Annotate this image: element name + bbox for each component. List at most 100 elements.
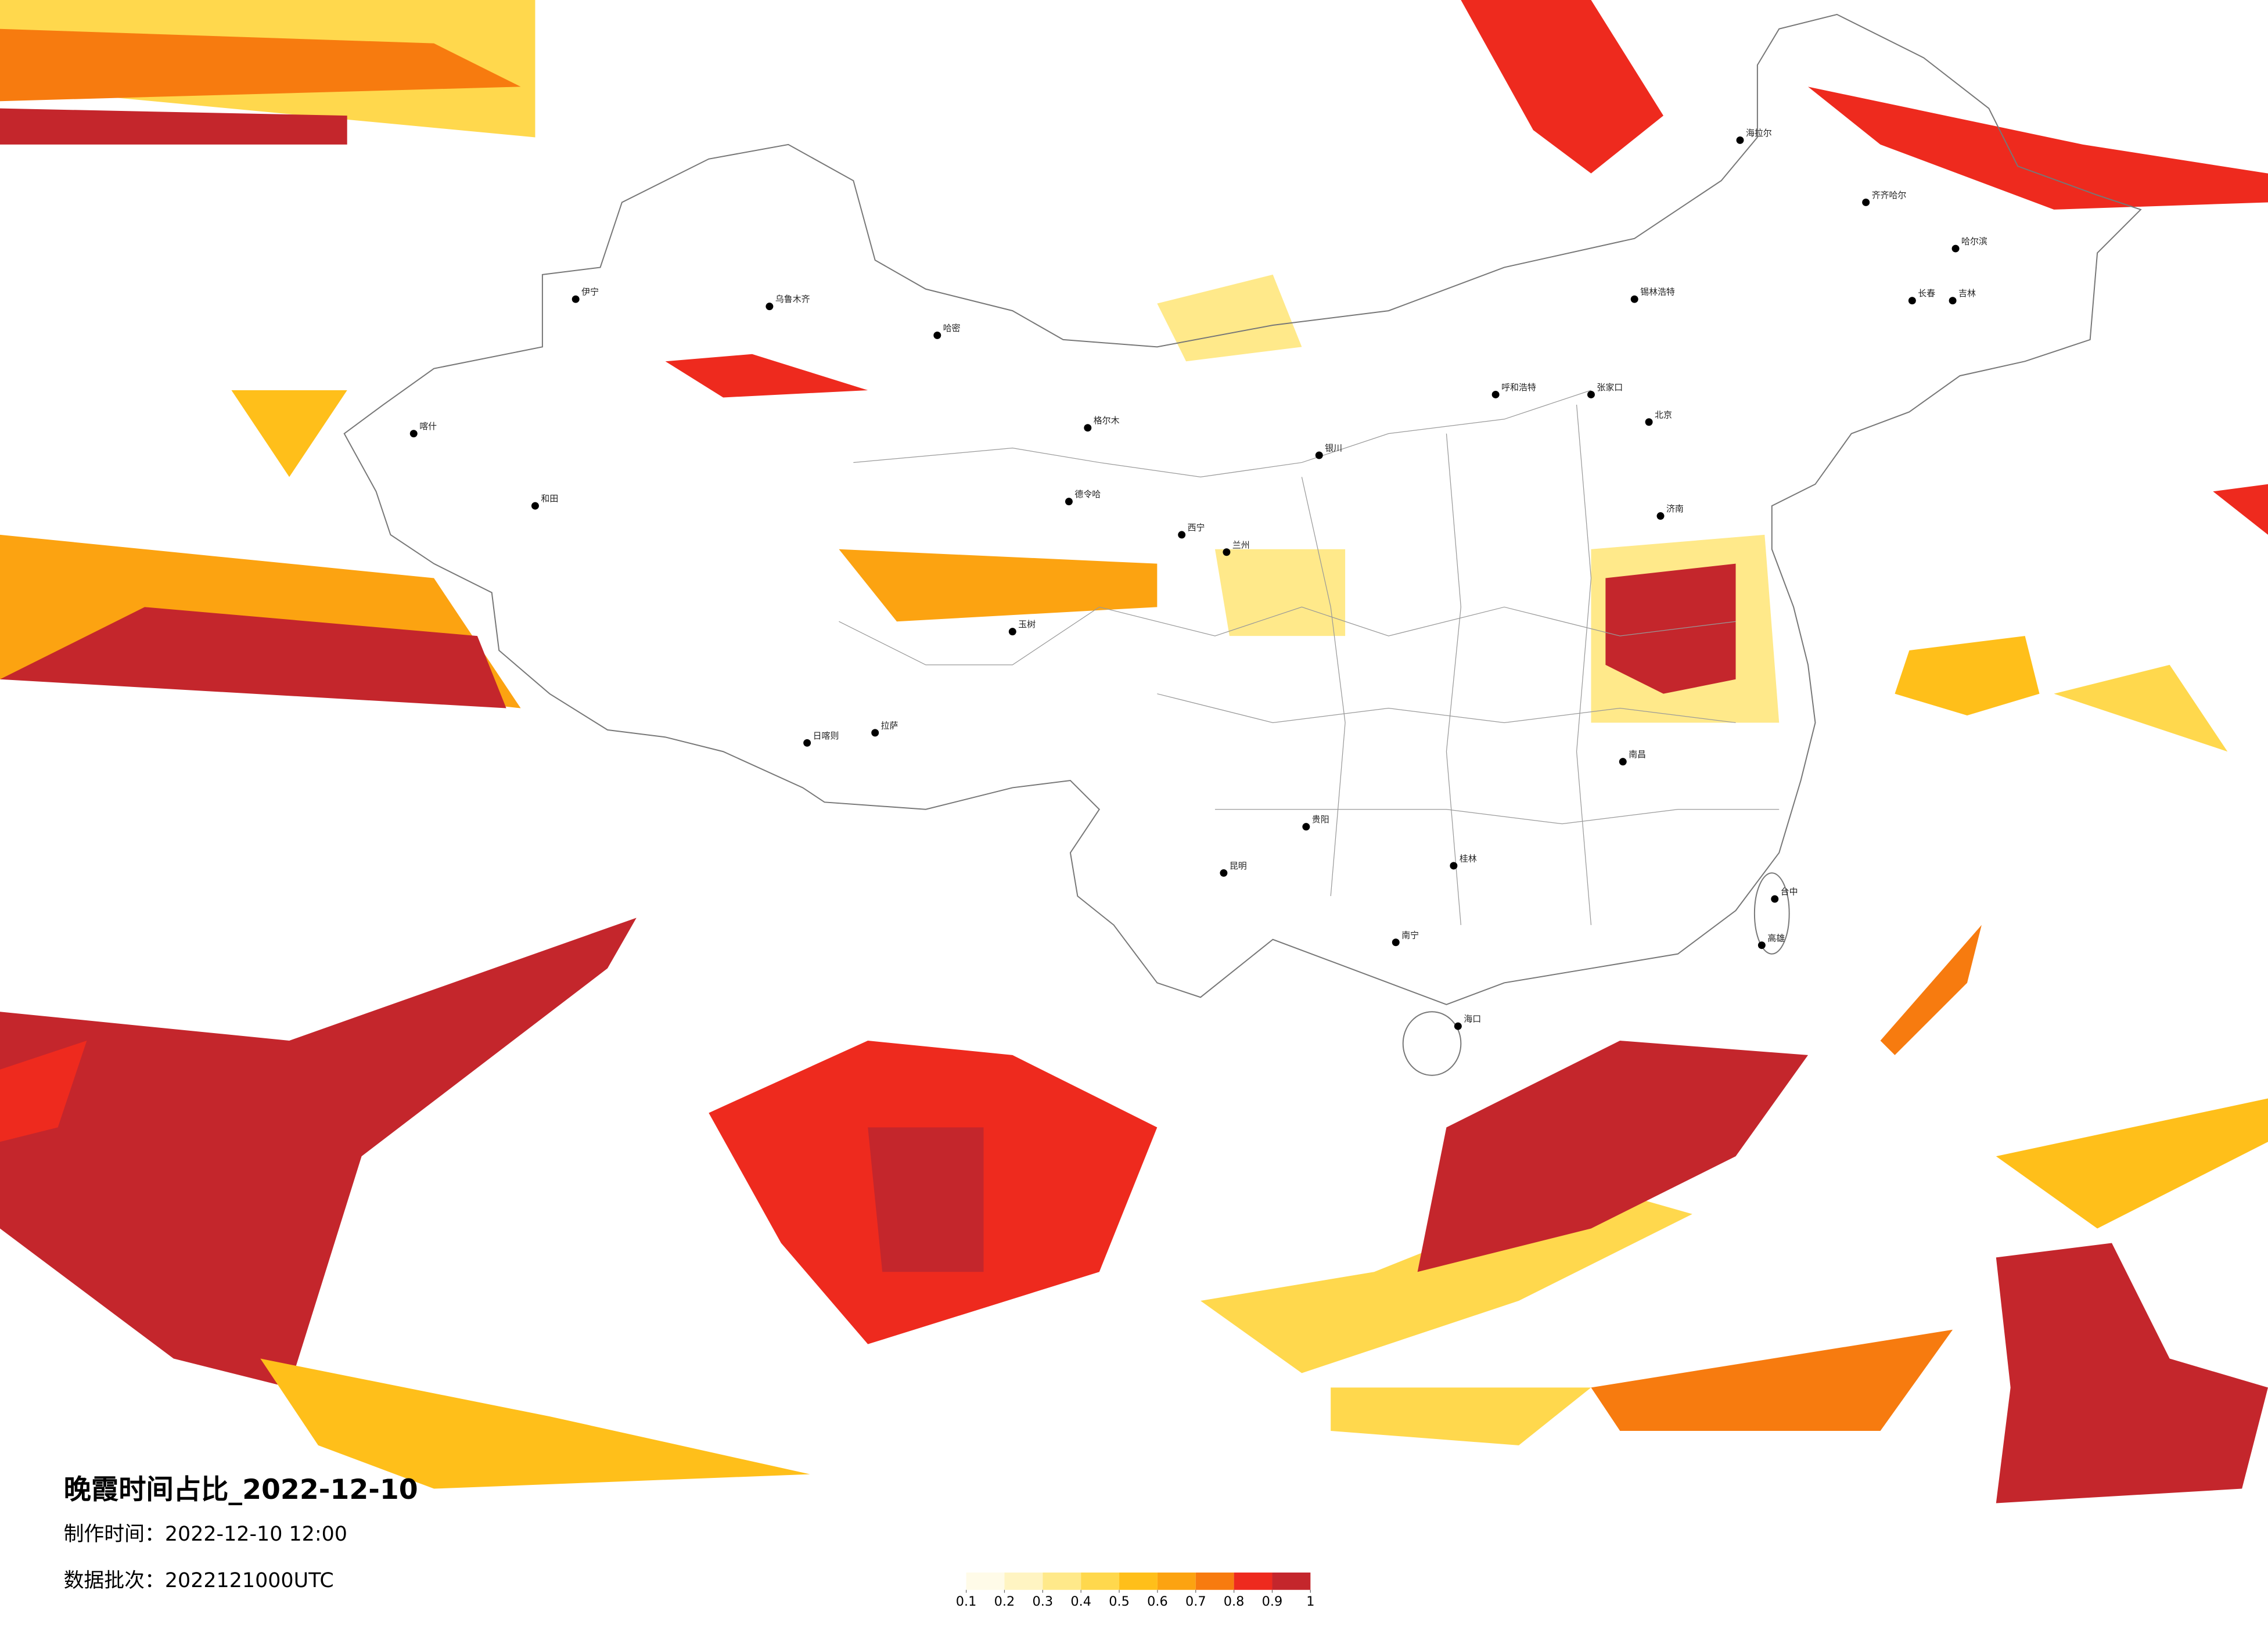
city-label: 长春 (1918, 288, 1935, 298)
sunset-field (665, 354, 868, 398)
legend-swatch (1043, 1572, 1081, 1590)
legend-swatch (966, 1572, 1005, 1590)
city-dot (933, 331, 941, 339)
sunset-field (1214, 549, 1346, 636)
sunset-field (839, 549, 1158, 622)
city-dot (1949, 297, 1957, 305)
sunset-field (2054, 664, 2228, 752)
city-dot (531, 502, 539, 510)
city-label: 济南 (1666, 503, 1684, 514)
legend-tick-label: 0.7 (1185, 1594, 1206, 1609)
city-dot (1491, 390, 1500, 398)
sunset-field (1591, 1329, 1953, 1431)
legend-tick-label: 0.4 (1070, 1594, 1091, 1609)
sunset-fields (0, 0, 2268, 1503)
legend-tick-label: 0.1 (956, 1594, 977, 1609)
city-dot (1392, 938, 1400, 947)
sunset-field (0, 108, 347, 145)
city-dot (409, 430, 418, 438)
city-dot (1587, 390, 1595, 398)
legend: 0.1 0.2 0.3 0.4 0.5 0.6 0.7 0.8 0.9 1 (956, 1572, 1314, 1609)
sunset-field (1996, 1098, 2268, 1229)
city-label: 拉萨 (881, 720, 898, 731)
sunset-field (0, 607, 506, 708)
city-dot (1454, 1022, 1462, 1030)
city-label: 兰州 (1232, 539, 1250, 550)
city-label: 海拉尔 (1746, 128, 1772, 138)
city-dot (1630, 295, 1638, 303)
sunset-field (1157, 274, 1302, 362)
sunset-field (2213, 484, 2268, 535)
city-label: 喀什 (419, 421, 437, 431)
sunset-field (231, 390, 347, 477)
sunset-field (260, 1358, 810, 1489)
city-dot (1178, 531, 1186, 539)
city-label: 和田 (541, 494, 558, 504)
city-dot (803, 739, 811, 747)
city-dot (1619, 758, 1627, 766)
sunset-field (1895, 636, 2040, 715)
legend-swatch (1157, 1572, 1196, 1590)
city-label: 格尔木 (1094, 415, 1120, 426)
city-label: 南昌 (1629, 749, 1646, 760)
city-label: 海口 (1464, 1014, 1481, 1024)
sunset-field (0, 28, 521, 102)
batch: 数据批次：2022121000UTC (64, 1569, 334, 1592)
sunset-field (1461, 0, 1663, 174)
city-label: 北京 (1655, 409, 1672, 420)
sunset-field (868, 1127, 984, 1272)
city-dot (871, 729, 879, 737)
sunset-field (1331, 1387, 1591, 1445)
legend-tick-label: 0.9 (1262, 1594, 1283, 1609)
city-label: 昆明 (1230, 861, 1247, 871)
sunset-field (1808, 87, 2268, 210)
city-dot (1656, 512, 1665, 520)
legend-tick-label: 1 (1306, 1594, 1314, 1609)
city-dot (1315, 451, 1323, 459)
legend-tick-label: 0.8 (1224, 1594, 1245, 1609)
legend-tick-label: 0.3 (1033, 1594, 1054, 1609)
city-dot (1736, 136, 1744, 144)
title: 晚霞时间占比_2022-12-10 (64, 1474, 418, 1506)
city-dot (1908, 297, 1916, 305)
city-label: 哈尔滨 (1961, 236, 1987, 247)
city-label: 桂林 (1460, 853, 1477, 864)
legend-swatch (1195, 1572, 1234, 1590)
city-dot (1302, 823, 1310, 831)
city-label: 哈密 (943, 323, 961, 333)
city-label: 高雄 (1767, 933, 1785, 943)
taiwan-outline (1753, 872, 1790, 955)
city-dot (1951, 244, 1960, 253)
city-dot (1757, 941, 1766, 949)
city-label: 呼和浩特 (1501, 382, 1536, 393)
legend-swatch (1119, 1572, 1158, 1590)
legend-tick-label: 0.6 (1147, 1594, 1168, 1609)
city-dot (1220, 869, 1228, 877)
city-dot (765, 303, 774, 311)
city-label: 贵阳 (1312, 814, 1329, 825)
sunset-field (1417, 1041, 1809, 1272)
hainan-outline (1402, 1011, 1462, 1076)
city-label: 伊宁 (581, 287, 599, 297)
city-label: 乌鲁木齐 (775, 294, 810, 304)
city-dot (1645, 418, 1653, 426)
city-label: 张家口 (1597, 382, 1623, 393)
sunset-field (0, 1041, 87, 1142)
city-label: 银川 (1325, 443, 1342, 454)
country-outline (343, 13, 2142, 1005)
sunset-field (0, 918, 637, 1388)
legend-swatch (1004, 1572, 1043, 1590)
province-lines (839, 390, 1780, 925)
city-label: 德令哈 (1074, 489, 1101, 499)
city-dot (1065, 498, 1073, 506)
legend-swatch (1272, 1572, 1311, 1590)
city-dot (1862, 198, 1870, 206)
city-dot (572, 295, 580, 303)
city-label: 南宁 (1401, 930, 1419, 940)
city-dot (1771, 895, 1779, 903)
city-dot (1450, 862, 1458, 870)
legend-swatch (1081, 1572, 1120, 1590)
